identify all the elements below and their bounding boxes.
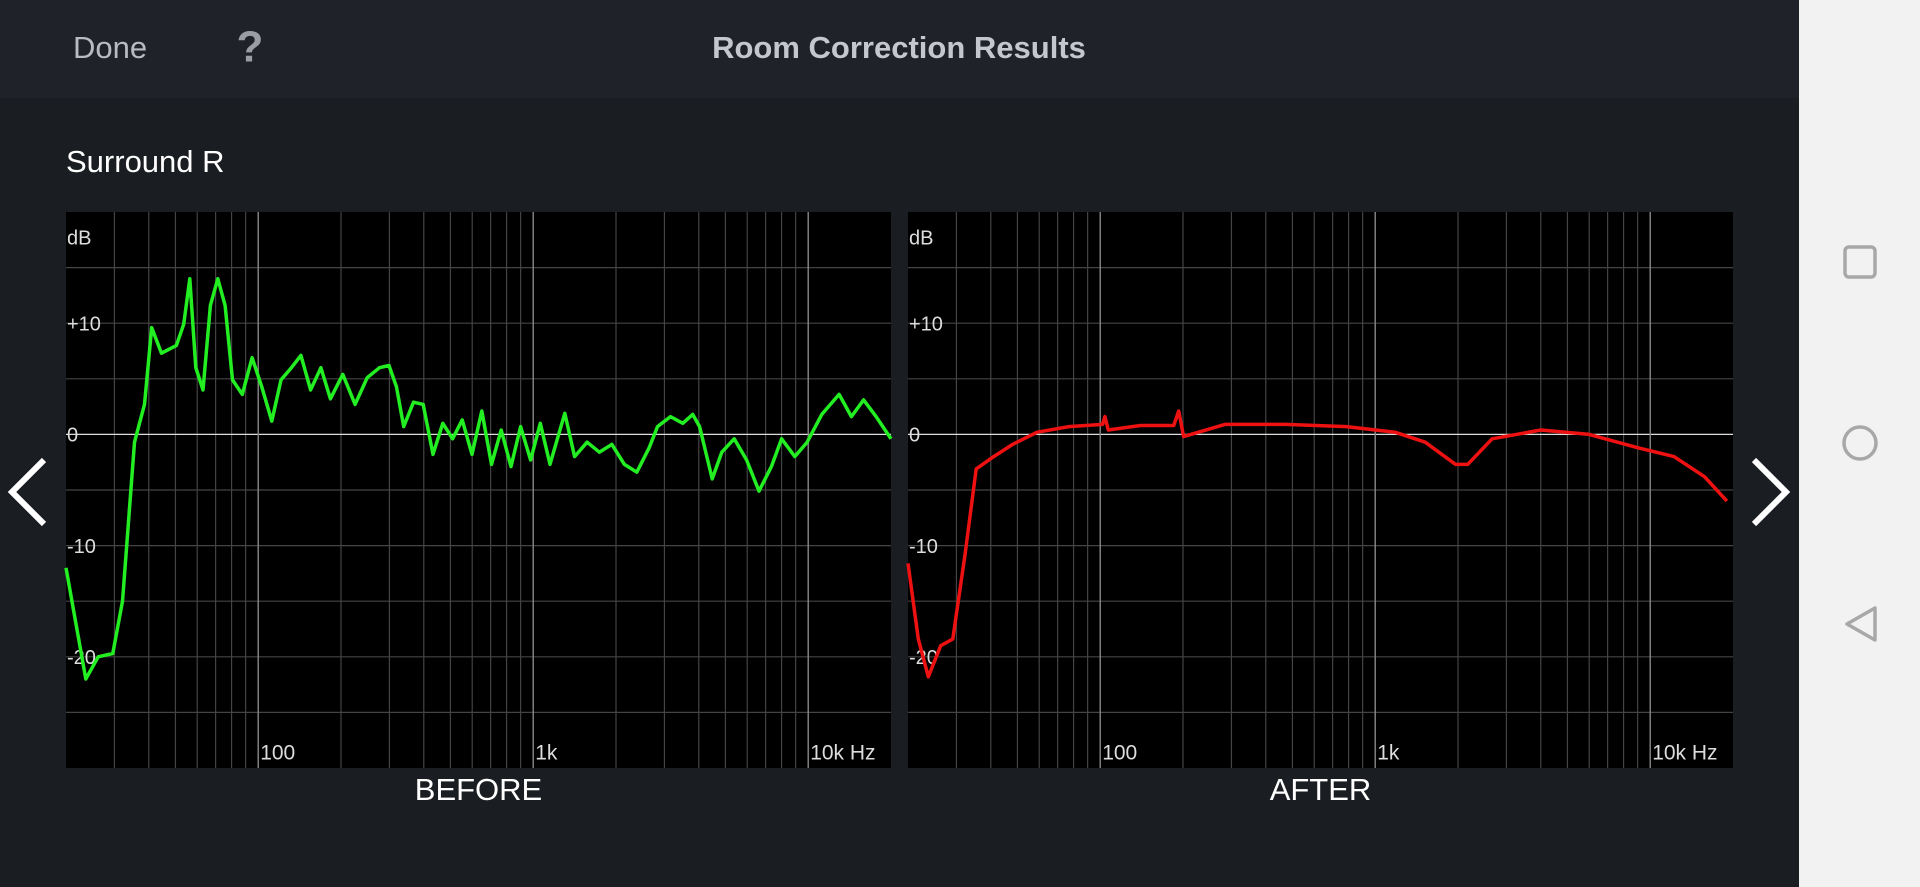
prev-arrow[interactable] xyxy=(7,457,47,527)
nav-bar xyxy=(1799,0,1920,887)
x-tick-label: 100 xyxy=(260,742,295,765)
x-tick-label: 10k Hz xyxy=(1652,742,1717,765)
x-tick-label: 1k xyxy=(535,742,558,765)
y-tick-label: +10 xyxy=(909,313,943,335)
page-title: Room Correction Results xyxy=(712,30,1086,65)
y-tick-label: 0 xyxy=(909,425,920,447)
home-button[interactable] xyxy=(1842,425,1878,461)
curve xyxy=(906,409,1729,679)
section-title: Surround R xyxy=(66,144,225,179)
done-button[interactable]: Done xyxy=(73,30,147,65)
x-tick-label: 100 xyxy=(1102,742,1137,765)
y-tick-label: +10 xyxy=(67,313,101,335)
y-axis-label: dB xyxy=(67,227,91,249)
x-tick-label: 1k xyxy=(1377,742,1400,765)
curve xyxy=(64,276,893,681)
y-tick-label: -10 xyxy=(67,536,96,558)
y-axis-label: dB xyxy=(909,227,933,249)
back-button[interactable] xyxy=(1845,606,1877,642)
next-arrow[interactable] xyxy=(1751,457,1791,527)
y-tick-label: 0 xyxy=(67,425,78,447)
y-tick-label: -10 xyxy=(909,536,938,558)
top-bar xyxy=(0,0,1800,98)
chart-title: BEFORE xyxy=(415,772,542,807)
recents-button[interactable] xyxy=(1843,245,1877,279)
chart-title: AFTER xyxy=(1270,772,1372,807)
x-tick-label: 10k Hz xyxy=(810,742,875,765)
help-button[interactable]: ? xyxy=(237,23,264,72)
